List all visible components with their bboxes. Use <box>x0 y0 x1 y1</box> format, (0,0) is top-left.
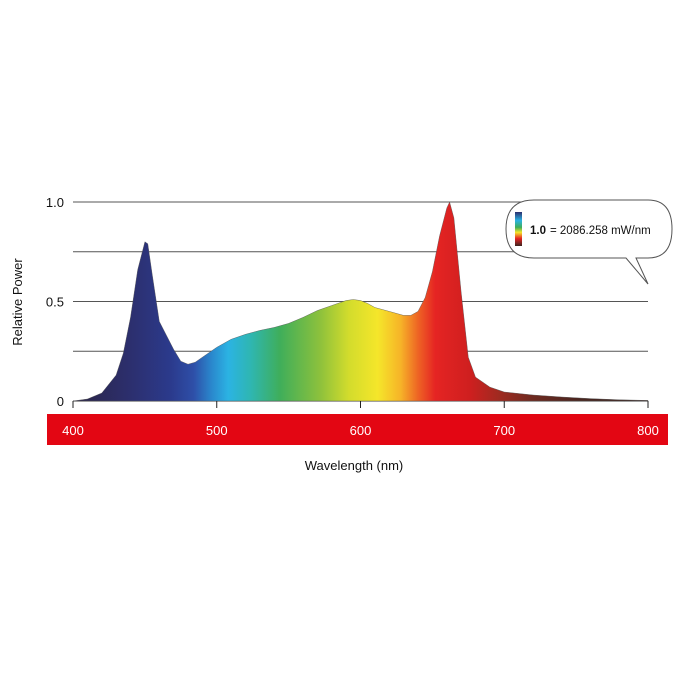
x-tick-label: 500 <box>206 423 228 438</box>
annotation-text: 1.0 = 2086.258 mW/nm <box>530 225 651 237</box>
y-tick-label: 1.0 <box>46 195 64 210</box>
x-tick-label: 700 <box>493 423 515 438</box>
x-axis-band <box>47 414 668 445</box>
y-tick-label: 0 <box>57 394 64 409</box>
y-tick-label: 0.5 <box>46 295 64 310</box>
x-axis-ticks: 400 500 600 700 800 <box>62 401 659 438</box>
annotation-callout: 1.0 = 2086.258 mW/nm <box>505 199 673 285</box>
callout-bubble <box>505 199 673 285</box>
annotation-label: = 2086.258 mW/nm <box>550 225 651 237</box>
x-tick-label: 400 <box>62 423 84 438</box>
spectrum-area <box>72 201 649 402</box>
x-tick-label: 800 <box>637 423 659 438</box>
x-tick-label: 600 <box>350 423 372 438</box>
y-axis-label: Relative Power <box>10 258 25 346</box>
annotation-value: 1.0 <box>530 225 546 237</box>
legend-color-scale <box>515 212 522 246</box>
x-axis-label: Wavelength (nm) <box>305 458 404 473</box>
y-axis-ticks: 0 0.5 1.0 <box>46 195 64 409</box>
